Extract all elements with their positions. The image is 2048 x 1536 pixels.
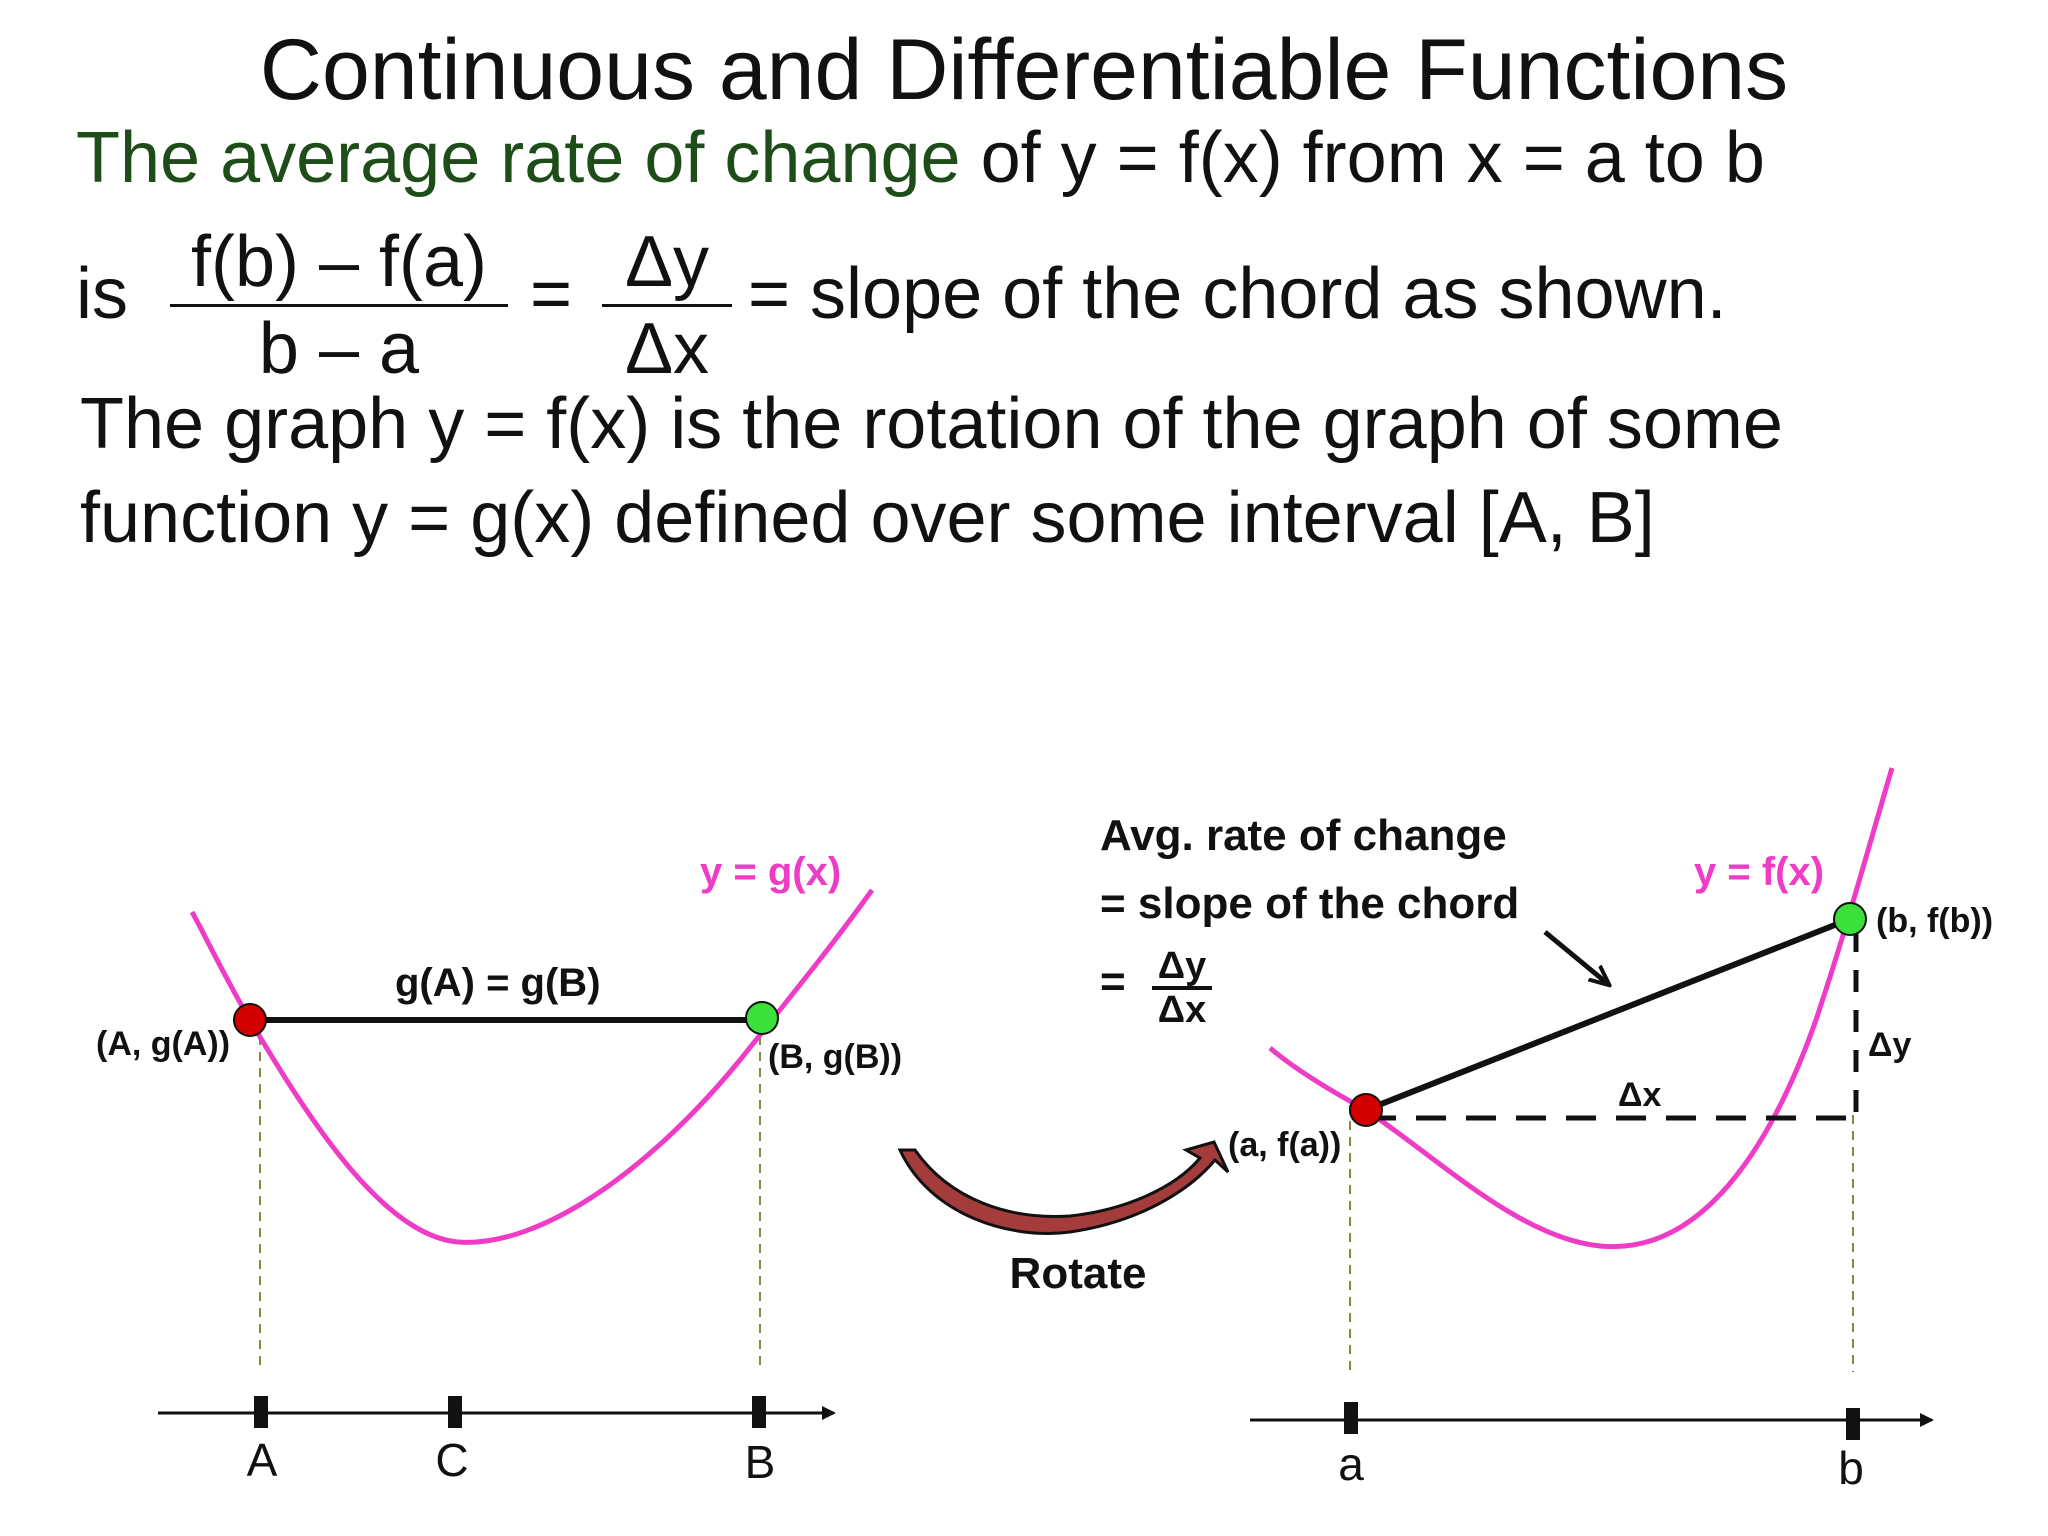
point-A-label: (A, g(A)) (96, 1025, 230, 1063)
fraction-numerator: f(b) – f(a) (190, 222, 488, 302)
point-A (233, 1003, 267, 1037)
chord-label: g(A) = g(B) (395, 961, 601, 1005)
pointer-arrow (1543, 930, 1608, 984)
line-2-rest: = slope of the chord as shown. (748, 254, 1727, 334)
tick-C (448, 1396, 462, 1428)
annotation-numerator: Δy (1158, 945, 1206, 987)
tick-A (254, 1396, 268, 1428)
annotation-line-2: = slope of the chord (1100, 879, 1519, 928)
chord-sloped (1364, 916, 1852, 1113)
curve-f-label: y = f(x) (1694, 850, 1824, 894)
tick-label-b: b (1838, 1442, 1864, 1494)
text-line-3: The graph y = f(x) is the rotation of th… (80, 384, 1783, 464)
text-line-1: The average rate of change of y = f(x) f… (76, 116, 1765, 200)
point-a-label: (a, f(a)) (1228, 1126, 1341, 1164)
rotate-arrow-icon (897, 1140, 1230, 1235)
fraction-bar (170, 304, 508, 307)
left-diagram: y = g(x) g(A) = g(B) (A, g(A)) (B, g(B))… (96, 850, 902, 1488)
tick-a (1344, 1402, 1358, 1434)
annotation-equals: = (1100, 957, 1126, 1006)
annotation-line-1: Avg. rate of change (1100, 811, 1507, 860)
rotate-arrow-group: Rotate (897, 1140, 1230, 1298)
point-B-label: (B, g(B)) (768, 1038, 902, 1076)
point-b-label: (b, f(b)) (1876, 902, 1993, 940)
curve-g-label: y = g(x) (700, 850, 841, 894)
rotate-label: Rotate (1010, 1249, 1147, 1298)
fraction-fb-fa: f(b) – f(a) b – a (170, 224, 508, 387)
tick-label-B: B (745, 1436, 776, 1488)
is-word: is (76, 254, 128, 334)
delta-y-label: Δy (1868, 1026, 1911, 1064)
point-b (1833, 902, 1867, 936)
annotation-denominator: Δx (1158, 989, 1206, 1031)
fraction-dy-dx: Δy Δx (602, 224, 732, 387)
fraction-denominator: b – a (258, 309, 420, 389)
point-a (1349, 1093, 1383, 1127)
point-B (745, 1001, 779, 1035)
tick-label-C: C (435, 1434, 468, 1486)
highlight-text: The average rate of change (76, 118, 961, 198)
tick-B (752, 1396, 766, 1428)
text-line-4: function y = g(x) defined over some inte… (80, 478, 1655, 558)
delta-x-label: Δx (1618, 1076, 1661, 1114)
equals-sign: = (530, 254, 573, 334)
slide-title: Continuous and Differentiable Functions (259, 22, 1789, 118)
tick-label-a: a (1338, 1438, 1364, 1490)
tick-label-A: A (247, 1434, 278, 1486)
fraction-denominator: Δx (624, 309, 710, 389)
tick-b (1846, 1408, 1860, 1440)
line-1-rest: of y = f(x) from x = a to b (960, 118, 1765, 198)
right-diagram: Avg. rate of change = slope of the chord… (1100, 767, 1993, 1494)
fraction-bar (602, 304, 732, 307)
fraction-numerator: Δy (624, 222, 710, 302)
